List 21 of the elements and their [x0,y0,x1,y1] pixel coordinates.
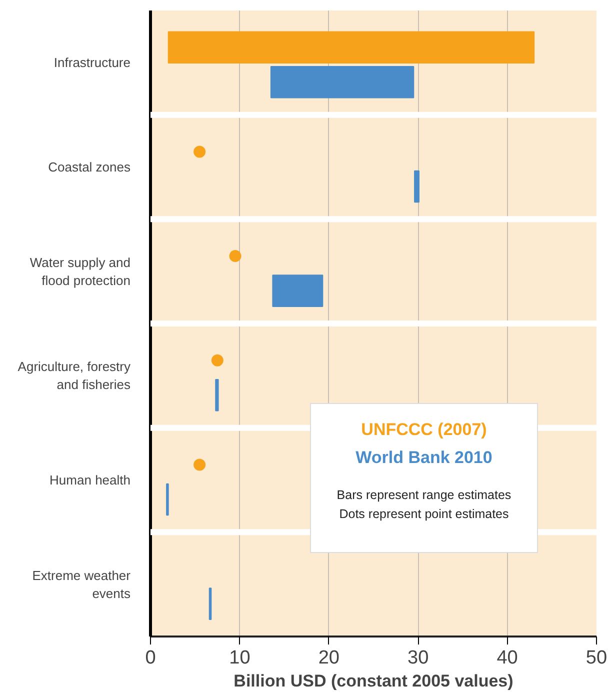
y-tick-label: Extreme weather events [32,568,132,601]
annotation: Bars represent range estimates [336,486,512,504]
x-axis-title: Billion USD (constant 2005 values) [234,672,514,690]
bar [215,378,219,412]
y-tick-label: Human health [50,472,131,488]
x-tick-label: 10 [229,648,250,668]
y-tick-label: Agriculture, forestry and fisheries [18,359,131,392]
bar [414,170,420,203]
key-box: UNFCCC (2007) World Bank 2010 Bars represent range estimates Dots represent point estimates [310,403,538,553]
x-tick-label: 0 [145,648,156,668]
y-tick-label: Infrastructure [54,55,131,70]
bar [168,31,535,64]
y-tick-label: Coastal zones [48,160,131,174]
x-tick-label: 30 [408,648,429,668]
annotation: Dots represent point estimates [338,506,510,524]
bar [272,274,324,307]
x-tick-label: 50 [586,648,608,668]
x-tick-label: 20 [318,648,340,668]
bar [270,66,414,98]
x-tick-label: 40 [496,648,518,668]
y-tick-label: Water supply and flood protection [30,254,131,288]
